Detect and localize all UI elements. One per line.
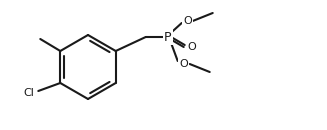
Text: P: P xyxy=(164,31,171,44)
Text: Cl: Cl xyxy=(24,88,35,98)
Text: O: O xyxy=(179,59,188,69)
Text: O: O xyxy=(183,16,192,26)
Text: O: O xyxy=(187,42,196,52)
